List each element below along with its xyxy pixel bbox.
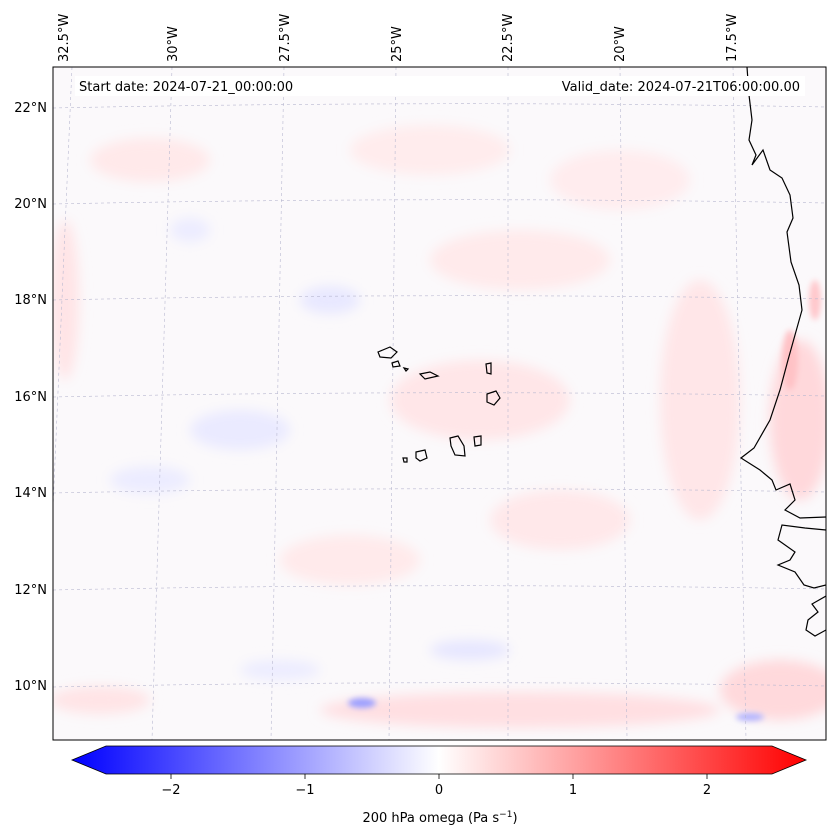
map-gridlines [53,67,826,740]
lon-label-27-5w: 27.5°W [278,14,293,62]
colorbar: −2 −1 0 1 2 200 hPa omega (Pa s−1) [70,745,808,826]
lat-label-22n: 22°N [14,101,47,116]
colorbar-body [70,745,808,775]
map-frame [52,66,827,741]
colorbar-ticks: −2 −1 0 1 2 [161,774,711,798]
lon-label-32-5w: 32.5°W [57,14,72,62]
colorbar-tick-label: −2 [161,783,180,798]
omega-field [53,125,826,728]
start-date-label: Start date: 2024-07-21_00:00:00 [79,80,293,95]
lat-label-20n: 20°N [14,197,47,212]
island-brava [402,457,408,463]
lon-label-17-5w: 17.5°W [725,14,740,62]
lat-label-16n: 16°N [14,390,47,405]
cape-verde-islands [377,346,501,463]
lon-label-22-5w: 22.5°W [501,14,516,62]
latitude-labels: 22°N 20°N 18°N 16°N 14°N 12°N 10°N [14,101,47,694]
africa-coastline [739,67,826,519]
island-santo-antao [377,346,398,359]
colorbar-tick-label: 2 [703,783,711,798]
colorbar-tick-label: 0 [435,783,443,798]
lon-label-20w: 20°W [613,26,628,62]
colorbar-tick-label: 1 [569,783,577,798]
lon-label-30w: 30°W [166,26,181,62]
island-fogo [415,449,428,462]
lon-label-25w: 25°W [390,26,405,62]
lat-label-12n: 12°N [14,583,47,598]
valid-date-label: Valid_date: 2024-07-21T06:00:00.00 [562,80,800,95]
lat-label-14n: 14°N [14,486,47,501]
lat-label-10n: 10°N [14,679,47,694]
island-boa-vista [486,390,501,406]
map-panel [53,67,826,740]
omega-field-strong [348,280,821,721]
island-santiago [449,435,466,457]
island-sao-vicente [391,360,401,368]
lat-label-18n: 18°N [14,293,47,308]
island-sal [485,362,492,375]
island-maio [473,435,482,447]
island-sao-nicolau [418,371,440,380]
longitude-labels: 32.5°W 30°W 27.5°W 25°W 22.5°W 20°W 17.5… [57,14,740,62]
senegal-gambia-coast [776,524,826,637]
colorbar-label: 200 hPa omega (Pa s−1) [362,810,517,826]
colorbar-tick-label: −1 [295,783,314,798]
island-santa-luzia [402,367,410,372]
header-strip [75,76,805,96]
